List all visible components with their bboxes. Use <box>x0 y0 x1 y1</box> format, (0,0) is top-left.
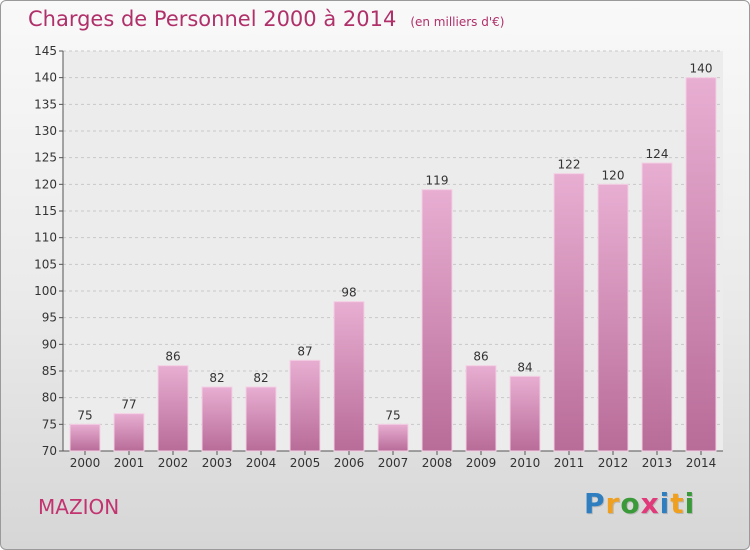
chart-subtitle: (en milliers d'€) <box>410 15 505 29</box>
y-tick-label: 90 <box>42 337 57 351</box>
x-tick-label: 2002 <box>158 456 189 470</box>
y-tick-label: 135 <box>34 97 57 111</box>
x-tick-label: 2007 <box>378 456 409 470</box>
logo-letter: t <box>670 487 685 520</box>
bar <box>685 77 717 452</box>
y-tick-label: 145 <box>34 44 57 58</box>
y-tick-label: 70 <box>42 444 57 458</box>
x-tick-label: 2013 <box>642 456 673 470</box>
chart-title-text: Charges de Personnel 2000 à 2014 <box>28 7 397 31</box>
y-tick-label: 75 <box>42 417 57 431</box>
y-tick-label: 125 <box>34 151 57 165</box>
commune-name: MAZION <box>38 495 120 519</box>
bar <box>201 386 233 452</box>
x-tick-label: 2004 <box>246 456 277 470</box>
y-tick-label: 100 <box>34 284 57 298</box>
logo-letter: P <box>584 487 606 520</box>
logo-letter: r <box>605 487 621 520</box>
x-tick-label: 2012 <box>598 456 629 470</box>
bar-value-label: 75 <box>385 408 400 422</box>
bar <box>157 365 189 452</box>
y-tick-label: 130 <box>34 124 57 138</box>
y-tick-label: 115 <box>34 204 57 218</box>
bar-value-label: 82 <box>253 371 268 385</box>
bar-value-label: 86 <box>165 350 180 364</box>
bar-value-label: 120 <box>602 168 625 182</box>
x-tick-label: 2008 <box>422 456 453 470</box>
x-tick-label: 2006 <box>334 456 365 470</box>
bar <box>597 183 629 452</box>
bar-value-label: 122 <box>558 158 581 172</box>
x-tick-label: 2003 <box>202 456 233 470</box>
y-tick-label: 140 <box>34 71 57 85</box>
bar <box>377 423 409 452</box>
bar-value-label: 75 <box>77 408 92 422</box>
chart-title: Charges de Personnel 2000 à 2014 (en mill… <box>28 7 504 31</box>
x-tick-label: 2010 <box>510 456 541 470</box>
bar <box>289 359 321 452</box>
x-tick-label: 2011 <box>554 456 585 470</box>
logo-letter: i <box>684 487 696 520</box>
x-tick-label: 2009 <box>466 456 497 470</box>
y-tick-label: 95 <box>42 311 57 325</box>
bar-value-label: 86 <box>473 350 488 364</box>
bar-value-label: 98 <box>341 286 356 300</box>
y-tick-label: 105 <box>34 257 57 271</box>
proxiti-logo: Proxiti <box>584 487 695 520</box>
bar <box>553 173 585 452</box>
bar <box>69 423 101 452</box>
y-tick-label: 80 <box>42 391 57 405</box>
logo-letter: x <box>640 487 660 520</box>
bar <box>113 413 145 452</box>
bar-value-label: 140 <box>690 62 713 76</box>
bar <box>245 386 277 452</box>
bar <box>421 189 453 452</box>
bar <box>465 365 497 452</box>
bar <box>641 162 673 452</box>
bar-value-label: 124 <box>646 147 669 161</box>
logo-letter: i <box>659 487 671 520</box>
y-tick-label: 120 <box>34 177 57 191</box>
y-tick-label: 85 <box>42 364 57 378</box>
bar-value-label: 77 <box>121 398 136 412</box>
y-tick-label: 110 <box>34 231 57 245</box>
x-tick-label: 2000 <box>70 456 101 470</box>
x-tick-label: 2001 <box>114 456 145 470</box>
bar <box>333 301 365 452</box>
x-tick-label: 2005 <box>290 456 321 470</box>
bar-value-label: 84 <box>517 360 532 374</box>
x-tick-label: 2014 <box>686 456 717 470</box>
bar-value-label: 87 <box>297 344 312 358</box>
bar-value-label: 82 <box>209 371 224 385</box>
bar <box>509 375 541 452</box>
bar-value-label: 119 <box>426 174 449 188</box>
logo-letter: o <box>620 487 641 520</box>
